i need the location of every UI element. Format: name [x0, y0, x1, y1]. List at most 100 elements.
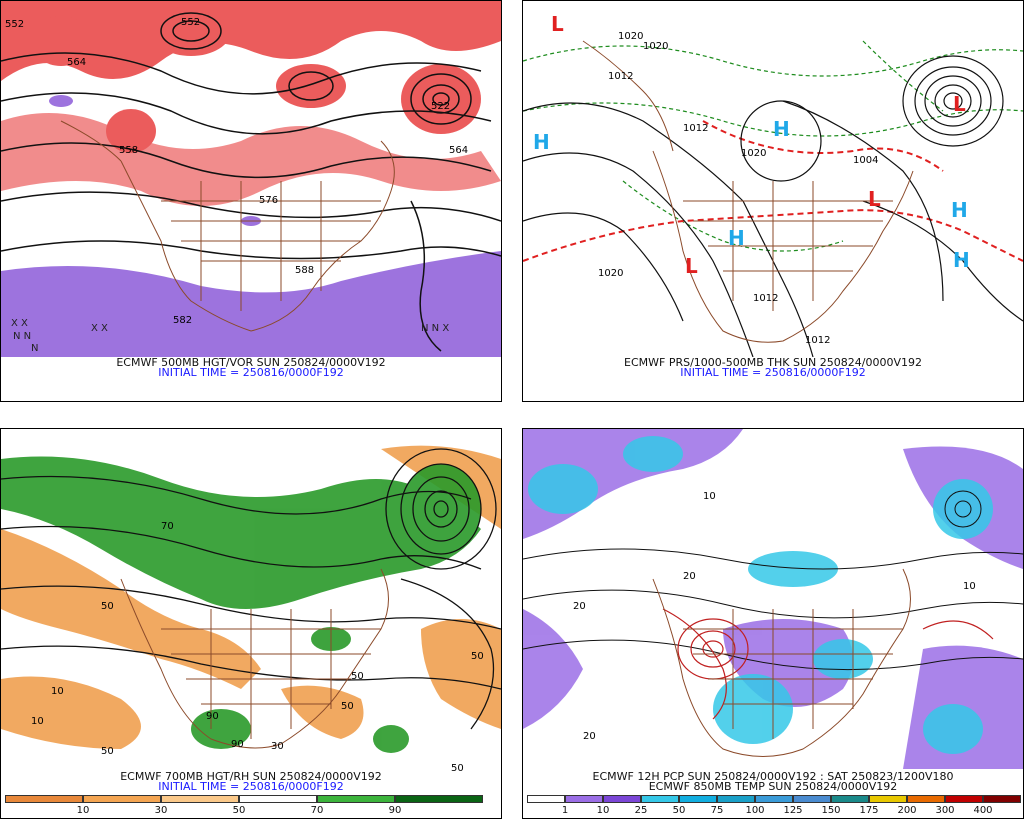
colorbar-pcp-tick: 125	[783, 805, 803, 816]
caption-500mb: ECMWF 500MB HGT/VOR SUN 250824/0000V192	[116, 356, 386, 369]
label-522: 522	[431, 101, 450, 112]
panel-prs-thk: 1020 1020 1012 1012 1004 1020 1020 1012 …	[522, 0, 1024, 402]
label-564: 564	[67, 57, 86, 68]
svg-text:10: 10	[703, 491, 716, 502]
svg-text:70: 70	[161, 521, 174, 532]
svg-text:90: 90	[206, 711, 219, 722]
svg-text:X X: X X	[11, 318, 28, 329]
colorbar-pcp-tick: 300	[935, 805, 955, 816]
panel-700mb-hgt-rh: 50 10 50 90 70 50 10 30 50 90 50 50 ECMW…	[0, 428, 502, 819]
highs-lows: L L L L H H H H H	[533, 12, 970, 278]
thickness-contours	[523, 40, 1023, 252]
height-contours	[1, 12, 501, 352]
svg-text:10: 10	[51, 686, 64, 697]
label-558: 558	[119, 145, 138, 156]
svg-text:50: 50	[451, 763, 464, 771]
coastlines	[60, 120, 395, 332]
label-552b: 552	[181, 17, 200, 28]
svg-text:10: 10	[963, 581, 976, 592]
colorbar-pcp-tick: 75	[710, 805, 724, 816]
svg-text:30: 30	[271, 741, 284, 752]
coastlines	[120, 568, 389, 749]
colorbar-pcp-tick: 100	[745, 805, 765, 816]
colorbar-pcp-tick: 400	[973, 805, 993, 816]
label-588: 588	[295, 265, 314, 276]
coastlines	[652, 568, 911, 757]
map-500mb: 552 564 576 588 564 552 522 558 582 X X N…	[1, 1, 501, 357]
caption-700mb: ECMWF 700MB HGT/RH SUN 250824/0000V192	[120, 770, 382, 783]
svg-text:20: 20	[683, 571, 696, 582]
label-552: 552	[5, 19, 24, 30]
svg-text:1012: 1012	[608, 71, 633, 82]
svg-text:50: 50	[471, 651, 484, 662]
caption-pcp: ECMWF 12H PCP SUN 250824/0000V192 : SAT …	[592, 770, 954, 783]
svg-text:1012: 1012	[683, 123, 708, 134]
caption-prs-thk: ECMWF PRS/1000-500MB THK SUN 250824/0000…	[624, 356, 922, 369]
rh-labels: 50 10 50 90 70 50 10 30 50 90 50 50	[31, 521, 484, 771]
colorbar-rh-tick-30: 30	[154, 805, 168, 816]
panel-pcp-850temp: 20 20 10 20 10 ECMWF 12H PCP SUN 250824/…	[522, 428, 1024, 819]
map-pcp-850temp: 20 20 10 20 10	[523, 429, 1023, 771]
svg-text:50: 50	[101, 601, 114, 612]
svg-text:L: L	[953, 92, 966, 116]
map-prs-thk: 1020 1020 1012 1012 1004 1020 1020 1012 …	[523, 1, 1023, 357]
label-576: 576	[259, 195, 278, 206]
colorbar-rh-tick-10: 10	[76, 805, 90, 816]
colorbar-pcp-tick: 175	[859, 805, 879, 816]
map-700mb: 50 10 50 90 70 50 10 30 50 90 50 50	[1, 429, 501, 771]
svg-text:L: L	[685, 254, 698, 278]
label-564b: 564	[449, 145, 468, 156]
svg-text:H: H	[773, 117, 790, 141]
svg-text:L: L	[551, 12, 564, 36]
height-contours	[1, 448, 501, 730]
temp-labels: 20 20 10 20 10	[573, 491, 976, 742]
colorbar-pcp-tick: 50	[672, 805, 686, 816]
initial-time-700mb: INITIAL TIME = 250816/0000F192	[158, 780, 344, 793]
initial-time-prs-thk: INITIAL TIME = 250816/0000F192	[680, 366, 866, 379]
svg-text:1020: 1020	[741, 148, 766, 159]
svg-text:N: N	[31, 343, 38, 354]
precip-heavy	[528, 436, 993, 754]
colorbar-pcp-tick: 25	[634, 805, 648, 816]
svg-text:10: 10	[31, 716, 44, 727]
svg-text:1012: 1012	[805, 335, 830, 346]
temp-warm-contours	[662, 608, 994, 720]
temp-contours	[523, 490, 1023, 671]
colorbar-pcp-tick: 200	[897, 805, 917, 816]
svg-text:1020: 1020	[598, 268, 623, 279]
isobars	[523, 55, 1023, 357]
svg-text:N N X: N N X	[421, 323, 449, 334]
svg-text:20: 20	[583, 731, 596, 742]
svg-text:X X: X X	[91, 323, 108, 334]
vorticity-negative	[1, 95, 501, 357]
svg-text:L: L	[868, 187, 881, 211]
symbols: X X N NN X X N N X	[11, 318, 449, 354]
contour-labels: 552 564 576 588 564 552 522 558 582	[5, 17, 468, 326]
svg-text:1020: 1020	[618, 31, 643, 42]
svg-text:H: H	[728, 226, 745, 250]
pressure-labels: 1020 1020 1012 1012 1004 1020 1020 1012 …	[598, 31, 878, 346]
coastlines	[582, 40, 914, 343]
caption-850temp: ECMWF 850MB TEMP SUN 250824/0000V192	[648, 780, 898, 793]
svg-text:20: 20	[573, 601, 586, 612]
colorbar-rh-tick-70: 70	[310, 805, 324, 816]
svg-text:50: 50	[351, 671, 364, 682]
panel-500mb-hgt-vor: 552 564 576 588 564 552 522 558 582 X X N…	[0, 0, 502, 402]
colorbar-pcp-tick: 10	[596, 805, 610, 816]
svg-text:H: H	[951, 198, 968, 222]
colorbar-rh-tick-90: 90	[388, 805, 402, 816]
svg-text:90: 90	[231, 739, 244, 750]
svg-text:1012: 1012	[753, 293, 778, 304]
colorbar-rh-tick-50: 50	[232, 805, 246, 816]
svg-text:H: H	[953, 248, 970, 272]
colorbar-pcp-tick: 1	[561, 805, 569, 816]
svg-text:1004: 1004	[853, 155, 878, 166]
colorbar-pcp-tick: 150	[821, 805, 841, 816]
svg-text:N N: N N	[13, 331, 31, 342]
initial-time-500mb: INITIAL TIME = 250816/0000F192	[158, 366, 344, 379]
label-582: 582	[173, 315, 192, 326]
svg-text:1020: 1020	[643, 41, 668, 52]
colorbar-rh: 10 30 50 70 90	[5, 795, 483, 816]
colorbar-pcp: 1 10 25 50 75 100 125 150 175 200 300 40…	[527, 795, 1021, 816]
svg-text:50: 50	[341, 701, 354, 712]
